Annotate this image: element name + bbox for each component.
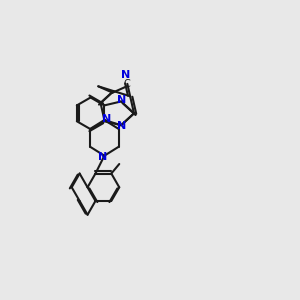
Text: N: N <box>118 95 127 106</box>
Text: C: C <box>124 79 131 89</box>
Text: N: N <box>118 121 127 131</box>
Text: N: N <box>121 70 130 80</box>
Text: N: N <box>102 114 111 124</box>
Text: N: N <box>98 152 107 162</box>
